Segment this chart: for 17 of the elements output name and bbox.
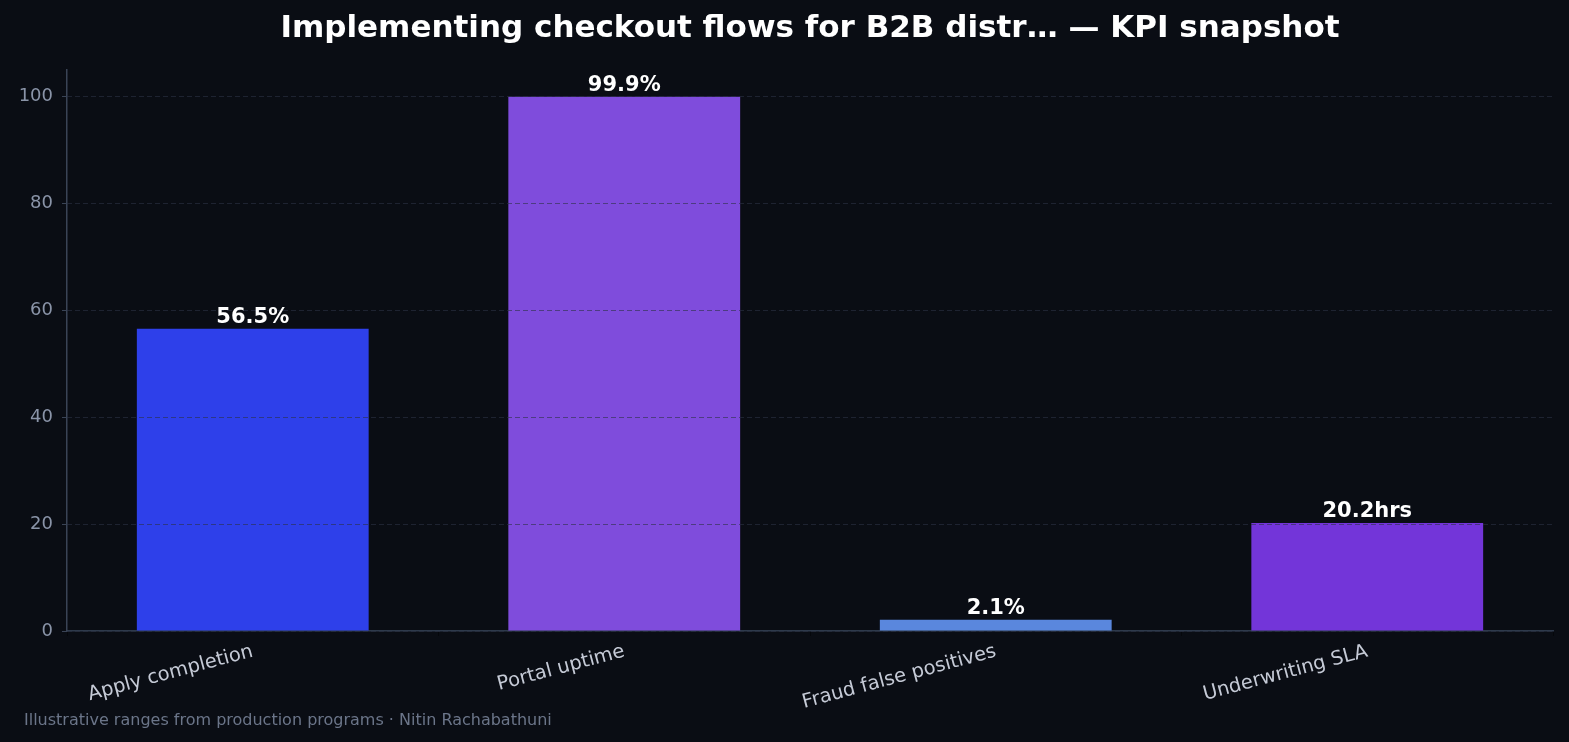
- data-label: 56.5%: [216, 303, 290, 328]
- bar: [508, 96, 741, 631]
- chart-title: Implementing checkout flows for B2B distr… — KPI snapshot: [280, 8, 1340, 45]
- y-tick-label: 100: [18, 83, 53, 105]
- y-tick-label: 0: [41, 618, 53, 640]
- y-tick-label: 40: [30, 404, 53, 426]
- y-tick-label: 20: [30, 511, 53, 533]
- bar: [136, 328, 369, 631]
- data-label: 99.9%: [587, 71, 661, 96]
- bar: [879, 619, 1112, 631]
- y-tick-label: 60: [30, 297, 53, 319]
- x-tick-label: Portal uptime: [494, 638, 627, 695]
- data-label: 2.1%: [966, 594, 1025, 619]
- text: Illustrative ranges from production programs · Nitin Rachabathuni: [24, 710, 552, 730]
- y-tick-label: 80: [30, 190, 53, 212]
- bar: [1251, 522, 1484, 631]
- data-label: 20.2hrs: [1322, 497, 1413, 522]
